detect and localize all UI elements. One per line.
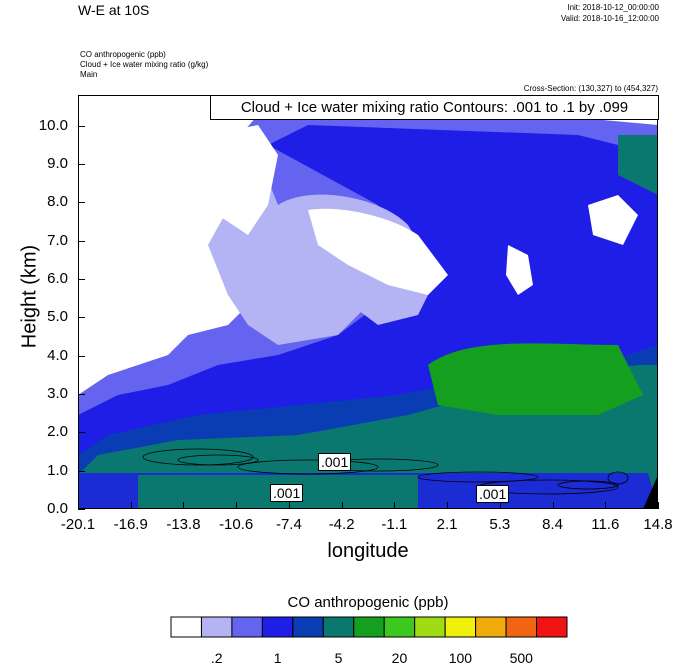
x-tick-mark <box>341 502 343 509</box>
colorbar-label: 100 <box>448 650 473 666</box>
y-tick-label: 10.0 <box>38 116 68 134</box>
cloud-contours <box>142 448 629 495</box>
valid-time: Valid: 2018-10-16_12:00:00 <box>560 14 659 23</box>
x-tick-mark <box>183 502 185 509</box>
y-tick-label: 6.0 <box>47 270 68 287</box>
colorbar-swatch <box>475 616 507 638</box>
heatmap-svg <box>78 95 658 509</box>
y-tick-label: 3.0 <box>47 385 68 402</box>
y-tick-mark <box>78 394 85 395</box>
x-tick-label: -1.1 <box>381 516 408 533</box>
y-tick-mark <box>78 317 85 319</box>
y-tick-label: 7.0 <box>47 231 68 249</box>
y-tick-mark <box>78 355 85 357</box>
x-tick-label: 11.6 <box>591 516 620 533</box>
colorbar-swatch <box>200 616 233 638</box>
x-tick-mark <box>78 502 79 509</box>
x-tick-label: -20.1 <box>60 516 96 533</box>
colorbar-title: CO anthropogenic (ppb) <box>287 594 449 611</box>
x-tick-mark <box>499 502 501 509</box>
x-tick-label: 14.8 <box>643 516 673 533</box>
contour-info: Cloud + Ice water mixing ratio Contours:… <box>210 95 659 120</box>
x-tick-label: -13.8 <box>166 516 201 533</box>
colorbar-swatch <box>322 616 355 638</box>
y-tick-mark <box>78 125 85 127</box>
x-tick-label: 5.3 <box>489 516 511 533</box>
colorbar-swatch <box>353 616 385 638</box>
plot-frame <box>78 95 658 509</box>
y-axis-label: Height (km) <box>18 244 41 349</box>
cloud-white-core <box>308 208 448 295</box>
y-tick-mark <box>78 240 85 242</box>
colorbar-swatch <box>414 616 446 638</box>
y-tick-label: 0.0 <box>47 500 68 517</box>
plot-area <box>78 95 658 509</box>
cloud-white-small <box>506 245 533 295</box>
x-tick-mark <box>236 502 238 509</box>
cloud-white-right <box>588 195 638 245</box>
x-tick-label: -10.6 <box>219 516 254 533</box>
y-tick-label: 9.0 <box>47 155 68 172</box>
colorbar-swatch <box>536 616 568 638</box>
colorbar-label: 500 <box>509 650 533 666</box>
x-tick-mark <box>447 502 449 509</box>
field-list: CO anthropogenic (ppb) Cloud + Ice water… <box>80 50 208 80</box>
cloud-white-upper <box>198 125 278 235</box>
colorbar-swatch <box>170 616 202 638</box>
colorbar-label: 20 <box>391 650 408 666</box>
y-tick-mark <box>78 432 85 434</box>
chart-title: W-E at 10S <box>78 2 150 18</box>
x-tick-label: -7.4 <box>275 516 302 533</box>
colorbar-label: 1 <box>273 650 282 666</box>
x-tick-mark <box>658 502 659 509</box>
x-tick-mark <box>130 502 132 509</box>
contour-label-3: .001 <box>476 485 510 503</box>
colorbar-swatch <box>505 616 538 638</box>
x-tick-label: -4.2 <box>328 516 355 533</box>
x-tick-label: -16.9 <box>113 516 148 533</box>
contour-label-2: .001 <box>270 484 304 502</box>
field-cloud: Cloud + Ice water mixing ratio (g/kg) <box>80 60 209 69</box>
cross-section-info: Cross-Section: (130,327) to (454,327) <box>523 84 658 93</box>
y-tick-mark <box>78 470 85 472</box>
y-tick-label: 5.0 <box>47 308 68 326</box>
y-tick-mark <box>78 164 85 165</box>
y-tick-mark <box>78 202 85 204</box>
region-teal-top <box>618 135 658 195</box>
terrain-corner <box>643 475 658 509</box>
y-tick-mark <box>78 509 85 510</box>
colorbar <box>170 616 568 638</box>
y-tick-label: 1.0 <box>47 461 68 479</box>
colorbar-swatch <box>292 616 324 638</box>
colorbar-label: 5 <box>334 650 343 666</box>
x-tick-mark <box>552 502 554 509</box>
time-info: Init: 2018-10-12_00:00:00 Valid: 2018-10… <box>561 2 659 24</box>
y-tick-label: 8.0 <box>47 193 68 211</box>
init-time: Init: 2018-10-12_00:00:00 <box>567 3 659 12</box>
contour-label-1: .001 <box>318 453 352 471</box>
x-tick-mark <box>394 502 396 509</box>
region-green <box>428 343 643 415</box>
colorbar-swatch <box>444 616 477 638</box>
colorbar-swatch <box>231 616 263 638</box>
x-tick-label: 2.1 <box>436 516 458 533</box>
x-axis-label: longitude <box>327 540 409 562</box>
field-co: CO anthropogenic (ppb) <box>80 50 166 59</box>
x-tick-label: 8.4 <box>542 516 563 533</box>
y-tick-mark <box>78 279 85 280</box>
y-tick-label: 2.0 <box>47 423 68 441</box>
x-tick-mark <box>605 502 607 509</box>
field-domain: Main <box>80 70 98 79</box>
colorbar-swatch <box>261 616 294 638</box>
colorbar-swatch <box>383 616 416 638</box>
y-tick-label: 4.0 <box>47 346 68 364</box>
colorbar-label: .2 <box>210 650 223 666</box>
x-tick-mark <box>288 502 290 509</box>
